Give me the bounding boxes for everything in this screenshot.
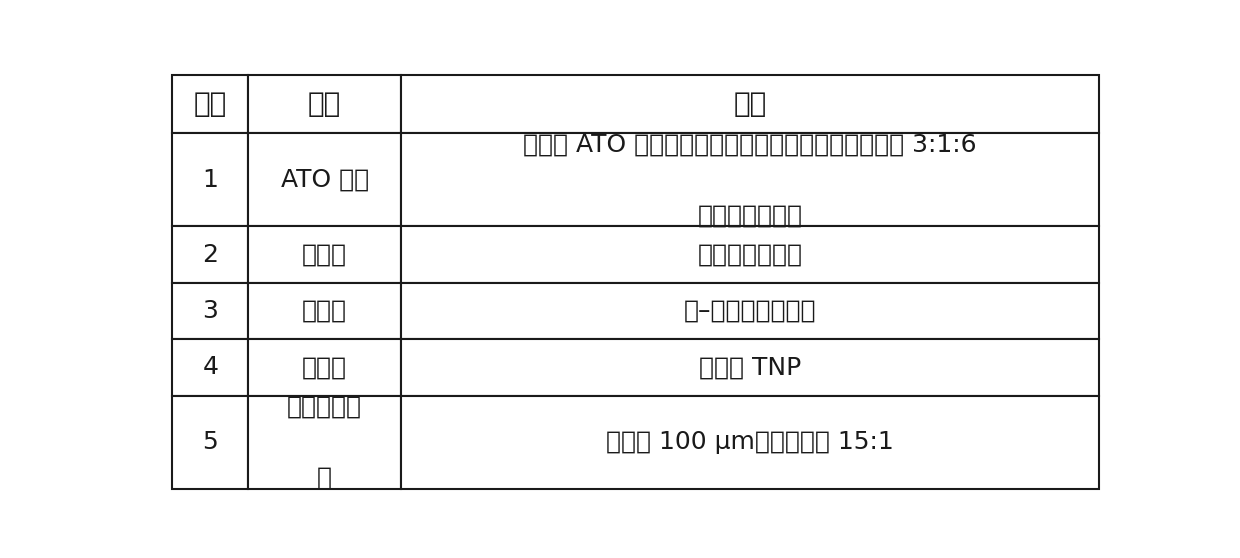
Text: 3: 3 — [202, 299, 218, 323]
Bar — [248, 75, 401, 133]
Text: ATO 浆料: ATO 浆料 — [280, 168, 368, 192]
Bar — [401, 75, 1099, 133]
Text: 1: 1 — [202, 168, 218, 192]
Text: 偶联剂: 偶联剂 — [303, 299, 347, 323]
Text: 五氯硬脂酸甲酯: 五氯硬脂酸甲酯 — [697, 243, 802, 267]
Bar — [172, 339, 248, 396]
Text: 2: 2 — [202, 243, 218, 267]
Text: 长度为 100 μm，长径比为 15:1: 长度为 100 μm，长径比为 15:1 — [606, 430, 894, 454]
Bar — [172, 133, 248, 227]
Bar — [248, 339, 401, 396]
Bar — [172, 283, 248, 339]
Text: 5: 5 — [202, 430, 218, 454]
Text: 序号: 序号 — [193, 90, 227, 118]
Bar — [401, 396, 1099, 489]
Bar — [401, 227, 1099, 283]
Bar — [401, 283, 1099, 339]
Bar — [248, 227, 401, 283]
Bar — [401, 133, 1099, 227]
Bar — [248, 396, 401, 489]
Text: 铝–锆双金属偶联剂: 铝–锆双金属偶联剂 — [683, 299, 816, 323]
Text: 抗氧剂 TNP: 抗氧剂 TNP — [699, 355, 801, 379]
Text: 4: 4 — [202, 355, 218, 379]
Bar — [401, 339, 1099, 396]
Text: 镀铝玻璃纤

维: 镀铝玻璃纤 维 — [288, 395, 362, 490]
Text: 抗氧剂: 抗氧剂 — [303, 355, 347, 379]
Text: 增塑剂: 增塑剂 — [303, 243, 347, 267]
Text: 成分: 成分 — [733, 90, 766, 118]
Bar — [172, 396, 248, 489]
Text: 原料: 原料 — [308, 90, 341, 118]
Bar — [248, 133, 401, 227]
Bar — [172, 75, 248, 133]
Text: 由纳米 ATO 粉料、乙酸乙酯、聚甲基丙烯酸按质量比 3:1:6

球磨混匀制得的: 由纳米 ATO 粉料、乙酸乙酯、聚甲基丙烯酸按质量比 3:1:6 球磨混匀制得的 — [523, 132, 977, 227]
Bar — [248, 283, 401, 339]
Bar — [172, 227, 248, 283]
